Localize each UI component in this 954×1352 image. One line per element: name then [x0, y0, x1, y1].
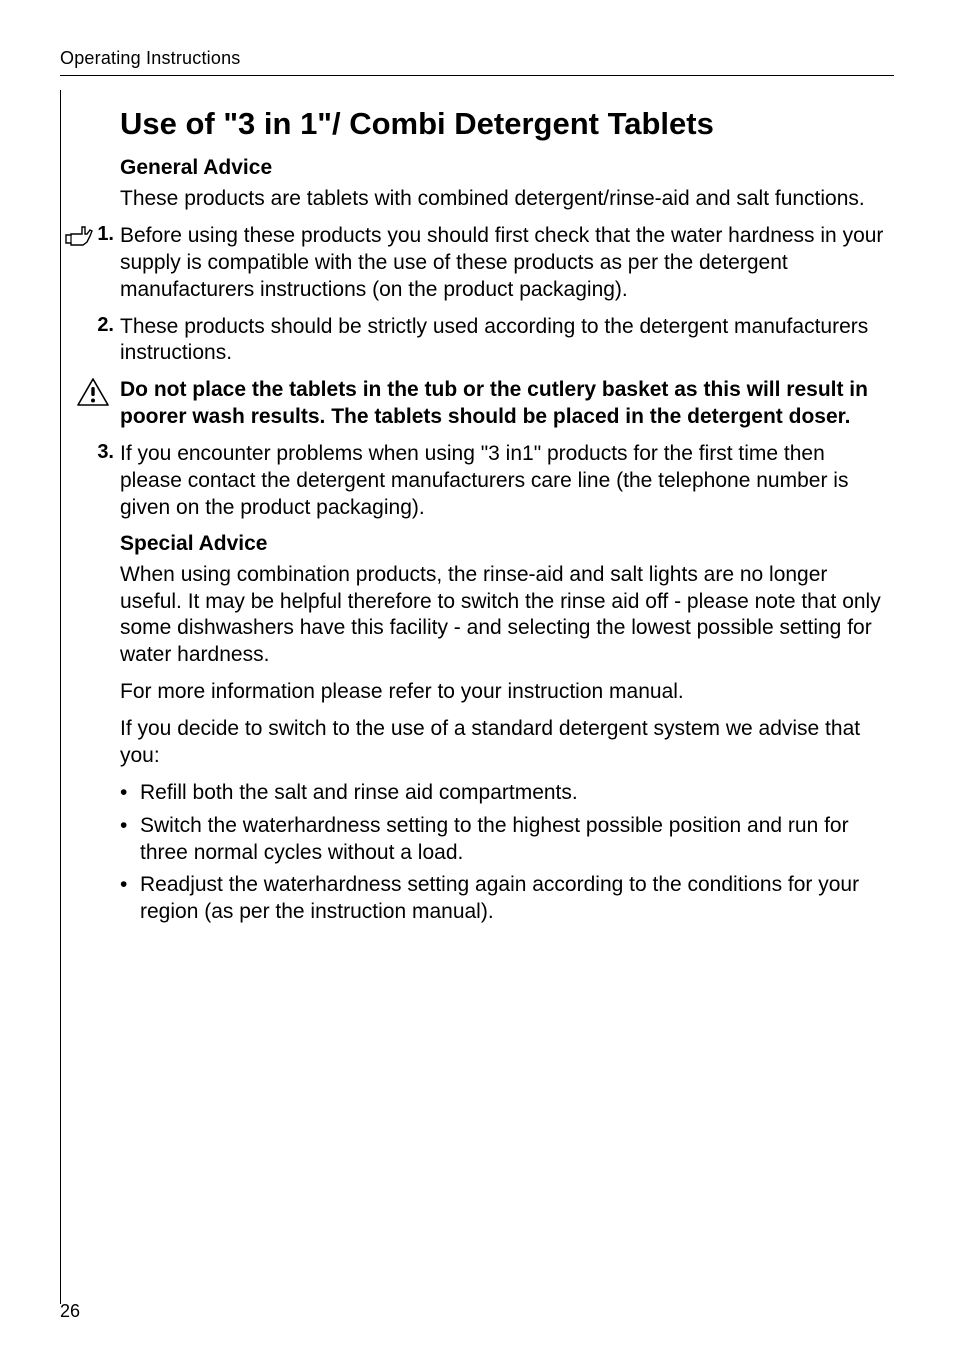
page-title: Use of "3 in 1"/ Combi Detergent Tablets — [120, 106, 884, 142]
special-advice-p2: For more information please refer to you… — [120, 679, 884, 706]
running-head: Operating Instructions — [60, 48, 894, 69]
header-rule — [60, 75, 894, 76]
bullet-1-dot: • — [120, 780, 140, 807]
bullet-2: • Switch the waterhardness setting to th… — [120, 813, 884, 867]
page: Operating Instructions Use of "3 in 1"/ … — [0, 0, 954, 1352]
page-number: 26 — [60, 1301, 80, 1322]
bullet-3: • Readjust the waterhardness setting aga… — [120, 872, 884, 926]
step-2: 2. These products should be strictly use… — [120, 314, 884, 368]
bullet-1: • Refill both the salt and rinse aid com… — [120, 780, 884, 807]
step-3-gutter: 3. — [60, 441, 120, 522]
step-2-text: These products should be strictly used a… — [120, 314, 884, 368]
warning-gutter — [60, 377, 120, 431]
step-1-number: 1. — [97, 223, 114, 246]
step-3-number: 3. — [97, 441, 114, 464]
bullet-3-text: Readjust the waterhardness setting again… — [140, 872, 884, 926]
special-advice-p3: If you decide to switch to the use of a … — [120, 716, 884, 770]
general-advice-intro: These products are tablets with combined… — [120, 186, 884, 213]
warning-text: Do not place the tablets in the tub or t… — [120, 377, 884, 431]
warning-triangle-icon — [76, 377, 110, 407]
step-3-text: If you encounter problems when using "3 … — [120, 441, 884, 522]
special-advice-heading: Special Advice — [120, 532, 884, 556]
step-1: 1. Before using these products you shoul… — [120, 223, 884, 304]
step-1-text: Before using these products you should f… — [120, 223, 884, 304]
step-1-gutter: 1. — [60, 223, 120, 304]
warning-row: Do not place the tablets in the tub or t… — [120, 377, 884, 431]
content: Use of "3 in 1"/ Combi Detergent Tablets… — [120, 88, 884, 1312]
bullet-2-text: Switch the waterhardness setting to the … — [140, 813, 884, 867]
step-2-number: 2. — [97, 314, 114, 337]
bullet-2-dot: • — [120, 813, 140, 867]
general-advice-heading: General Advice — [120, 156, 884, 180]
pointing-hand-icon — [65, 225, 93, 247]
bullet-3-dot: • — [120, 872, 140, 926]
step-2-gutter: 2. — [60, 314, 120, 368]
step-3: 3. If you encounter problems when using … — [120, 441, 884, 522]
special-advice-p1: When using combination products, the rin… — [120, 562, 884, 670]
bullet-1-text: Refill both the salt and rinse aid compa… — [140, 780, 884, 807]
vertical-rule — [60, 90, 61, 1304]
